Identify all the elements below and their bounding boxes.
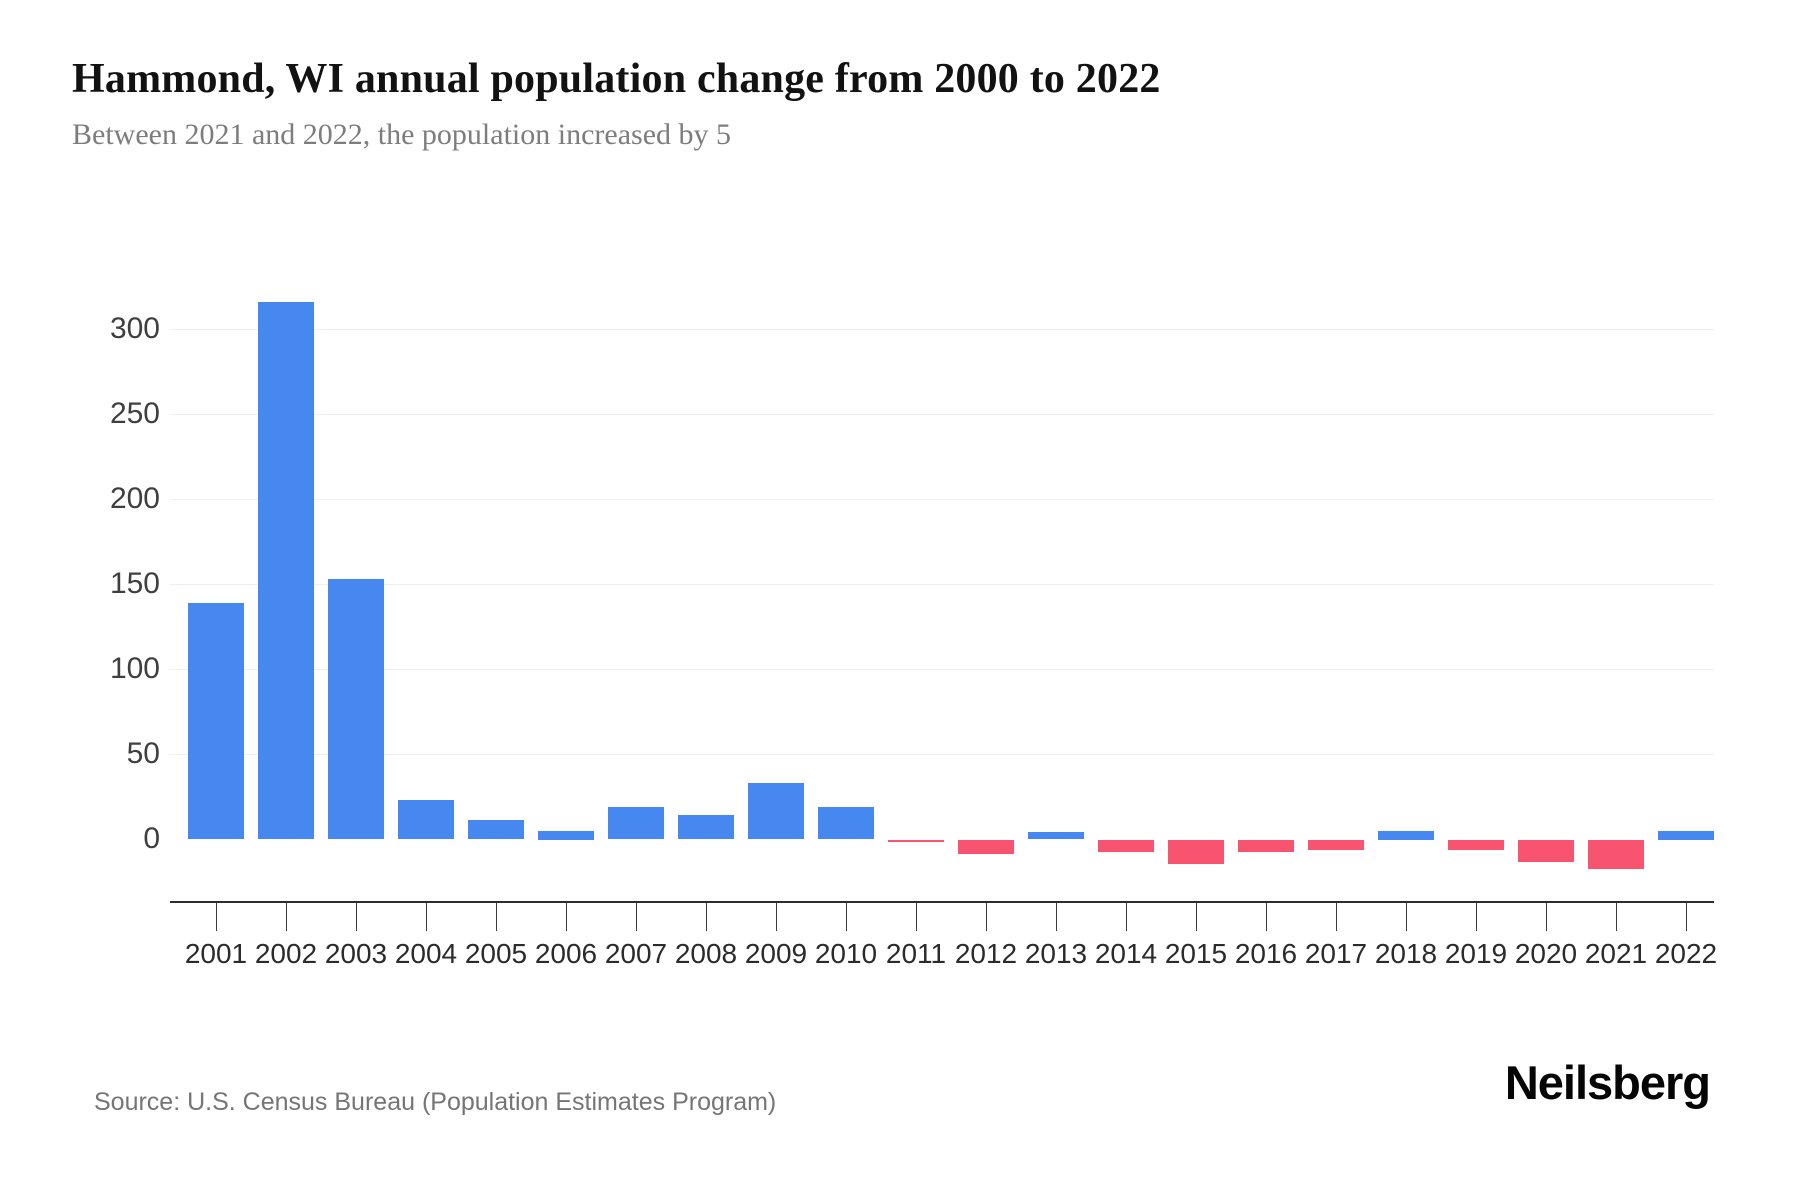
x-axis-tick-2008 (706, 903, 707, 931)
gridline-150 (170, 584, 1714, 585)
x-axis-tick-2018 (1406, 903, 1407, 931)
y-axis-tick-label-200: 200 (109, 482, 160, 515)
bar-2016[interactable] (1238, 840, 1294, 852)
gridline-50 (170, 754, 1714, 755)
bar-2017[interactable] (1308, 840, 1364, 850)
brand-logo: Neilsberg (1504, 1056, 1711, 1109)
page-title: Hammond, WI annual population change fro… (72, 56, 1161, 102)
gridline-300 (170, 329, 1714, 330)
y-axis-tick-label-250: 250 (109, 397, 160, 430)
y-axis-tick-label-0: 0 (143, 822, 160, 855)
x-axis-tick-label-2011: 2011 (885, 938, 947, 969)
source-text: Source: U.S. Census Bureau (Population E… (94, 1088, 777, 1116)
bar-2003[interactable] (328, 579, 384, 839)
bar-2010[interactable] (818, 807, 874, 839)
x-axis-tick-label-2020: 2020 (1514, 938, 1578, 969)
bar-2008[interactable] (678, 815, 734, 839)
x-axis-tick-label-2009: 2009 (744, 938, 808, 969)
x-axis-tick-2001 (216, 903, 217, 931)
x-axis-tick-label-2005: 2005 (464, 938, 528, 969)
bar-2013[interactable] (1028, 832, 1084, 839)
x-axis-tick-label-2015: 2015 (1164, 938, 1228, 969)
bar-2002[interactable] (258, 302, 314, 839)
x-axis-tick-label-2012: 2012 (954, 938, 1018, 969)
bar-2018[interactable] (1378, 831, 1434, 840)
x-axis-tick-2003 (356, 903, 357, 931)
y-axis-tick-label-150: 150 (109, 567, 160, 600)
x-axis-tick-label-2013: 2013 (1024, 938, 1088, 969)
bar-2022[interactable] (1658, 831, 1714, 840)
x-axis-tick-2017 (1336, 903, 1337, 931)
x-axis-tick-2002 (286, 903, 287, 931)
x-axis-tick-2012 (986, 903, 987, 931)
bar-2009[interactable] (748, 783, 804, 839)
gridline-100 (170, 669, 1714, 670)
bar-2004[interactable] (398, 800, 454, 839)
bar-2012[interactable] (958, 840, 1014, 854)
x-axis-tick-2011 (916, 903, 917, 931)
x-axis-tick-label-2006: 2006 (534, 938, 598, 969)
x-axis-tick-label-2017: 2017 (1304, 938, 1368, 969)
x-axis-tick-label-2007: 2007 (604, 938, 668, 969)
gridline-200 (170, 499, 1714, 500)
bar-2006[interactable] (538, 831, 594, 840)
x-axis-tick-label-2002: 2002 (254, 938, 318, 969)
x-axis-tick-2006 (566, 903, 567, 931)
x-axis-tick-label-2008: 2008 (674, 938, 738, 969)
x-axis-tick-2019 (1476, 903, 1477, 931)
x-axis-tick-label-2014: 2014 (1094, 938, 1158, 969)
x-axis-tick-2009 (776, 903, 777, 931)
x-axis-tick-label-2019: 2019 (1444, 938, 1508, 969)
x-axis-tick-2004 (426, 903, 427, 931)
bar-2007[interactable] (608, 807, 664, 839)
gridline-250 (170, 414, 1714, 415)
bar-2020[interactable] (1518, 840, 1574, 862)
y-axis-tick-label-100: 100 (109, 652, 160, 685)
y-axis-tick-label-300: 300 (109, 312, 160, 345)
x-axis-tick-label-2004: 2004 (394, 938, 458, 969)
x-axis-line (170, 901, 1714, 903)
bar-2015[interactable] (1168, 840, 1224, 864)
bar-2019[interactable] (1448, 840, 1504, 850)
bar-2001[interactable] (188, 603, 244, 839)
x-axis-tick-2016 (1266, 903, 1267, 931)
x-axis-tick-2020 (1546, 903, 1547, 931)
x-axis-tick-2013 (1056, 903, 1057, 931)
x-axis-tick-label-2021: 2021 (1584, 938, 1648, 969)
x-axis-tick-2010 (846, 903, 847, 931)
x-axis-tick-2014 (1126, 903, 1127, 931)
x-axis-tick-label-2010: 2010 (814, 938, 878, 969)
bar-2014[interactable] (1098, 840, 1154, 852)
x-axis-tick-label-2001: 2001 (184, 938, 248, 969)
bar-2005[interactable] (468, 820, 524, 839)
x-axis-tick-label-2022: 2022 (1654, 938, 1718, 969)
bar-2021[interactable] (1588, 840, 1644, 869)
x-axis-tick-2007 (636, 903, 637, 931)
page-subtitle: Between 2021 and 2022, the population in… (72, 118, 732, 151)
x-axis-tick-2021 (1616, 903, 1617, 931)
x-axis-tick-label-2016: 2016 (1234, 938, 1298, 969)
x-axis-tick-2022 (1686, 903, 1687, 931)
bar-2011[interactable] (888, 840, 944, 842)
y-axis-tick-label-50: 50 (126, 737, 160, 770)
x-axis-tick-label-2003: 2003 (324, 938, 388, 969)
x-axis-tick-label-2018: 2018 (1374, 938, 1438, 969)
x-axis-tick-2005 (496, 903, 497, 931)
x-axis-tick-2015 (1196, 903, 1197, 931)
